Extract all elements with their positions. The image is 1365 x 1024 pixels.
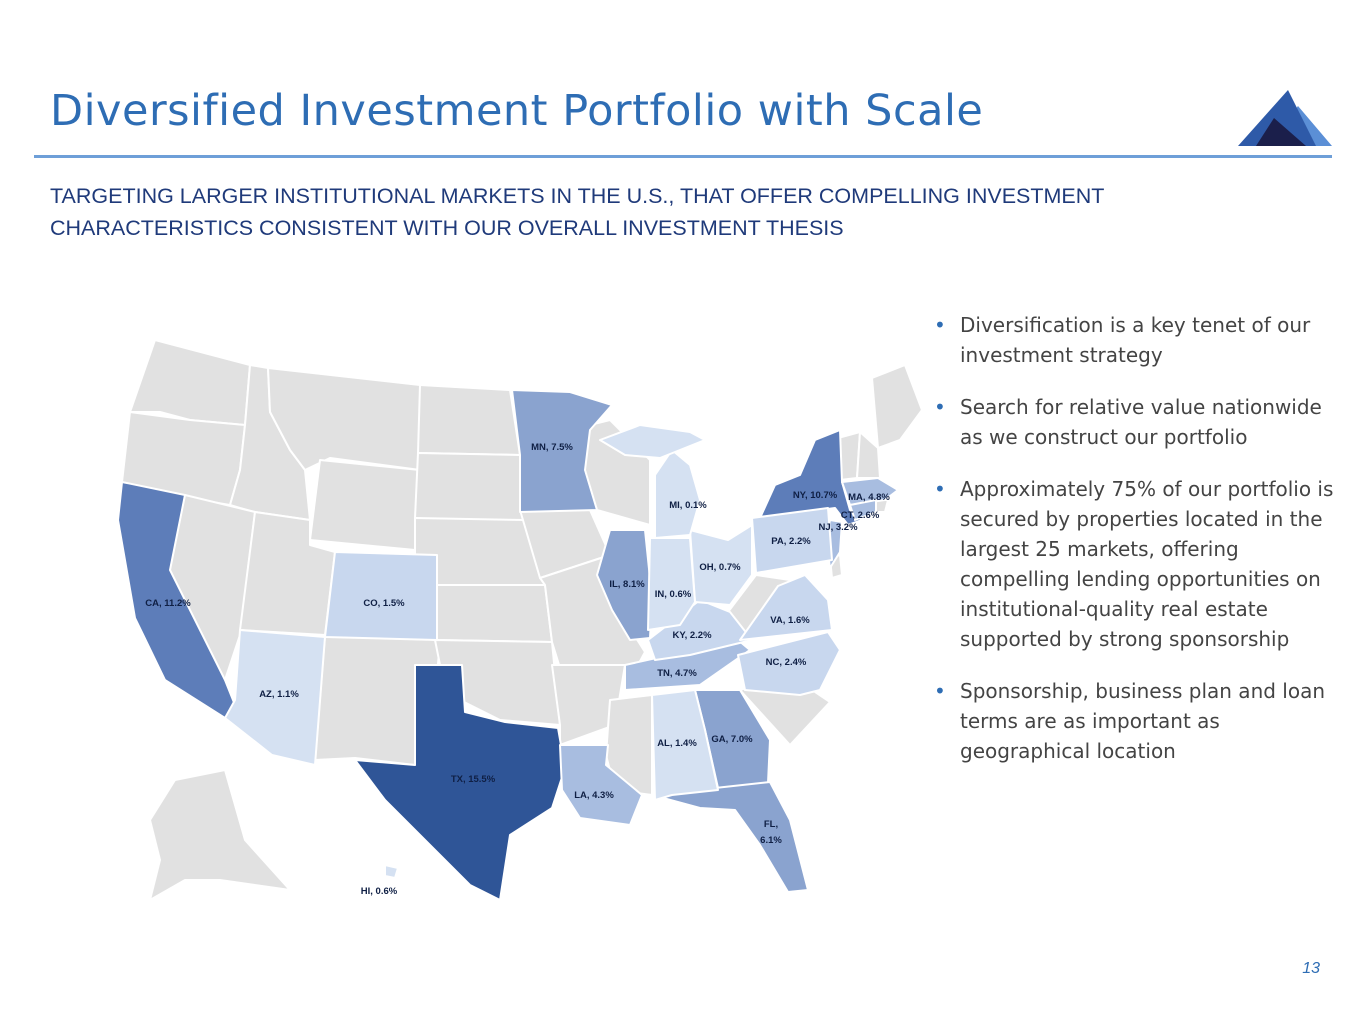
bullet-text: Sponsorship, business plan and loan term… xyxy=(960,679,1326,763)
bullet-text: Diversification is a key tenet of our in… xyxy=(960,313,1311,367)
label-va: VA, 1.6% xyxy=(770,615,810,626)
bullet-dot: • xyxy=(934,679,946,703)
label-ny: NY, 10.7% xyxy=(793,490,838,501)
label-az: AZ, 1.1% xyxy=(259,689,299,700)
label-hi: HI, 0.6% xyxy=(361,886,398,897)
state-al xyxy=(651,689,719,801)
label-ma: MA, 4.8% xyxy=(848,492,890,503)
bullet-dot: • xyxy=(934,395,946,419)
state-fl xyxy=(651,781,809,893)
label-mn: MN, 7.5% xyxy=(531,442,573,453)
label-co: CO, 1.5% xyxy=(363,598,405,609)
state-mi xyxy=(654,449,701,539)
state-co xyxy=(324,551,438,641)
state-mn xyxy=(511,389,613,513)
label-ca: CA, 11.2% xyxy=(145,598,191,609)
state-ar xyxy=(551,664,626,746)
state-az xyxy=(224,629,326,766)
logo-peak-dark xyxy=(1256,118,1306,146)
label-mi: MI, 0.1% xyxy=(669,500,707,511)
bullet-item: • Sponsorship, business plan and loan ter… xyxy=(932,676,1342,766)
label-pa: PA, 2.2% xyxy=(771,536,811,547)
state-nh xyxy=(856,431,881,479)
company-logo xyxy=(1238,90,1332,146)
label-ga: GA, 7.0% xyxy=(711,734,753,745)
state-in xyxy=(647,537,696,631)
slide-title: Diversified Investment Portfolio with Sc… xyxy=(50,86,984,136)
bullet-dot: • xyxy=(934,477,946,501)
label-tx: TX, 15.5% xyxy=(451,774,496,785)
bullet-text: Approximately 75% of our portfolio is se… xyxy=(960,477,1334,651)
label-ky: KY, 2.2% xyxy=(672,630,712,641)
state-ma xyxy=(841,477,899,506)
state-wy xyxy=(309,459,421,551)
bullet-dot: • xyxy=(934,313,946,337)
label-oh: OH, 0.7% xyxy=(699,562,741,573)
state-me xyxy=(871,364,923,449)
state-ks xyxy=(434,584,553,643)
us-portfolio-map: TX, 15.5% CA, 11.2% NY, 10.7% IL, 8.1% M… xyxy=(117,339,923,901)
title-divider xyxy=(34,155,1332,158)
state-sd xyxy=(414,452,526,526)
state-mi-upper xyxy=(599,424,706,459)
page-number: 13 xyxy=(1302,960,1320,977)
state-pa xyxy=(751,507,833,574)
bullet-text: Search for relative value nationwide as … xyxy=(960,395,1322,449)
label-in: IN, 0.6% xyxy=(655,589,692,600)
bullet-item: • Approximately 75% of our portfolio is s… xyxy=(932,474,1342,654)
state-ak xyxy=(149,769,291,901)
state-ct xyxy=(849,499,877,521)
label-la: LA, 4.3% xyxy=(574,790,614,801)
state-la xyxy=(559,744,643,826)
label-tn: TN, 4.7% xyxy=(657,668,697,679)
label-fl-state: FL, xyxy=(764,819,778,830)
state-tx xyxy=(354,664,566,901)
state-va xyxy=(739,574,833,641)
label-nj: NJ, 3.2% xyxy=(818,522,858,533)
bullet-item: • Diversification is a key tenet of our i… xyxy=(932,310,1342,370)
state-il xyxy=(596,529,653,641)
logo-peak-mid xyxy=(1238,90,1316,146)
state-nc xyxy=(737,631,841,696)
state-nd xyxy=(417,384,521,456)
bullet-item: • Search for relative value nationwide as… xyxy=(932,392,1342,452)
state-wa xyxy=(129,339,251,426)
label-al: AL, 1.4% xyxy=(657,738,697,749)
label-il: IL, 8.1% xyxy=(609,579,645,590)
label-fl-value: 6.1% xyxy=(760,835,782,846)
slide-subtitle: TARGETING LARGER INSTITUTIONAL MARKETS I… xyxy=(50,184,1105,240)
key-points-list: • Diversification is a key tenet of our i… xyxy=(932,310,1342,788)
label-nc: NC, 2.4% xyxy=(766,657,807,668)
label-ct: CT, 2.6% xyxy=(841,510,880,521)
state-hi xyxy=(384,864,399,879)
